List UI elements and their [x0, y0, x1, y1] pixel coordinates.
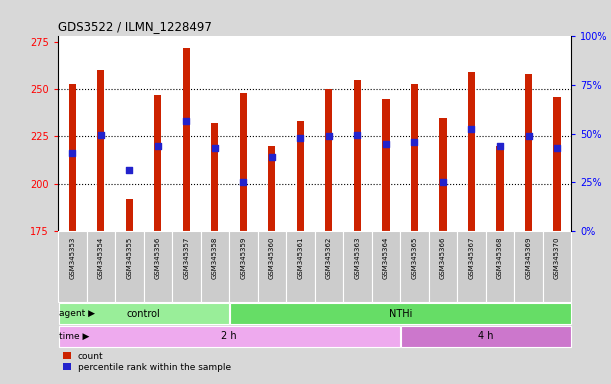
- Point: [96, 132, 106, 138]
- Point: [438, 179, 448, 185]
- Text: NTHi: NTHi: [389, 309, 412, 319]
- Point: [324, 133, 334, 139]
- Point: [67, 151, 77, 157]
- Bar: [554, 97, 561, 231]
- FancyBboxPatch shape: [59, 326, 400, 346]
- FancyBboxPatch shape: [543, 231, 571, 303]
- Text: GSM345369: GSM345369: [525, 237, 532, 279]
- Bar: [69, 84, 76, 231]
- FancyBboxPatch shape: [59, 303, 229, 324]
- FancyBboxPatch shape: [200, 231, 229, 303]
- Text: GSM345357: GSM345357: [183, 237, 189, 279]
- Text: GSM345353: GSM345353: [69, 237, 75, 279]
- Bar: [497, 146, 503, 231]
- FancyBboxPatch shape: [401, 326, 571, 346]
- FancyBboxPatch shape: [400, 231, 429, 303]
- Point: [238, 179, 248, 185]
- Bar: [354, 80, 361, 231]
- Bar: [155, 95, 161, 231]
- Text: 4 h: 4 h: [478, 331, 494, 341]
- Text: GSM345363: GSM345363: [354, 237, 360, 279]
- Bar: [468, 72, 475, 231]
- Bar: [183, 48, 190, 231]
- FancyBboxPatch shape: [457, 231, 486, 303]
- Text: GSM345364: GSM345364: [383, 237, 389, 279]
- FancyBboxPatch shape: [371, 231, 400, 303]
- Point: [296, 135, 306, 141]
- Bar: [326, 89, 332, 231]
- Point: [409, 139, 419, 145]
- FancyBboxPatch shape: [486, 231, 514, 303]
- Text: GSM345362: GSM345362: [326, 237, 332, 279]
- Text: control: control: [126, 309, 161, 319]
- FancyBboxPatch shape: [58, 231, 87, 303]
- FancyBboxPatch shape: [144, 231, 172, 303]
- Text: GSM345365: GSM345365: [411, 237, 417, 279]
- Text: GSM345366: GSM345366: [440, 237, 446, 279]
- FancyBboxPatch shape: [258, 231, 286, 303]
- Point: [125, 167, 134, 174]
- Point: [210, 145, 220, 151]
- Text: GSM345354: GSM345354: [98, 237, 104, 279]
- Point: [381, 141, 391, 147]
- Text: 2 h: 2 h: [221, 331, 237, 341]
- FancyBboxPatch shape: [115, 231, 144, 303]
- FancyBboxPatch shape: [172, 231, 200, 303]
- Text: GSM345355: GSM345355: [126, 237, 133, 279]
- Point: [353, 132, 362, 138]
- Bar: [439, 118, 447, 231]
- FancyBboxPatch shape: [343, 231, 371, 303]
- Bar: [411, 84, 418, 231]
- FancyBboxPatch shape: [286, 231, 315, 303]
- Bar: [525, 74, 532, 231]
- Legend: count, percentile rank within the sample: count, percentile rank within the sample: [62, 352, 231, 372]
- FancyBboxPatch shape: [514, 231, 543, 303]
- Text: GSM345356: GSM345356: [155, 237, 161, 279]
- FancyBboxPatch shape: [429, 231, 457, 303]
- Point: [495, 143, 505, 149]
- Point: [467, 126, 477, 132]
- Bar: [97, 70, 104, 231]
- Bar: [382, 99, 390, 231]
- Point: [153, 143, 163, 149]
- Text: time ▶: time ▶: [59, 332, 89, 341]
- Point: [524, 133, 533, 139]
- FancyBboxPatch shape: [315, 231, 343, 303]
- FancyBboxPatch shape: [230, 303, 571, 324]
- FancyBboxPatch shape: [229, 231, 258, 303]
- Point: [181, 118, 191, 124]
- Bar: [297, 121, 304, 231]
- Text: GSM345358: GSM345358: [212, 237, 218, 279]
- Bar: [268, 146, 276, 231]
- Text: GSM345360: GSM345360: [269, 237, 275, 279]
- Text: GSM345370: GSM345370: [554, 237, 560, 279]
- Bar: [240, 93, 247, 231]
- Point: [267, 154, 277, 160]
- Text: GSM345359: GSM345359: [240, 237, 246, 279]
- Bar: [126, 199, 133, 231]
- Text: GDS3522 / ILMN_1228497: GDS3522 / ILMN_1228497: [58, 20, 212, 33]
- FancyBboxPatch shape: [87, 231, 115, 303]
- Text: GSM345368: GSM345368: [497, 237, 503, 279]
- Point: [552, 145, 562, 151]
- Text: GSM345367: GSM345367: [469, 237, 475, 279]
- Text: agent ▶: agent ▶: [59, 309, 95, 318]
- Bar: [211, 123, 219, 231]
- Text: GSM345361: GSM345361: [298, 237, 304, 279]
